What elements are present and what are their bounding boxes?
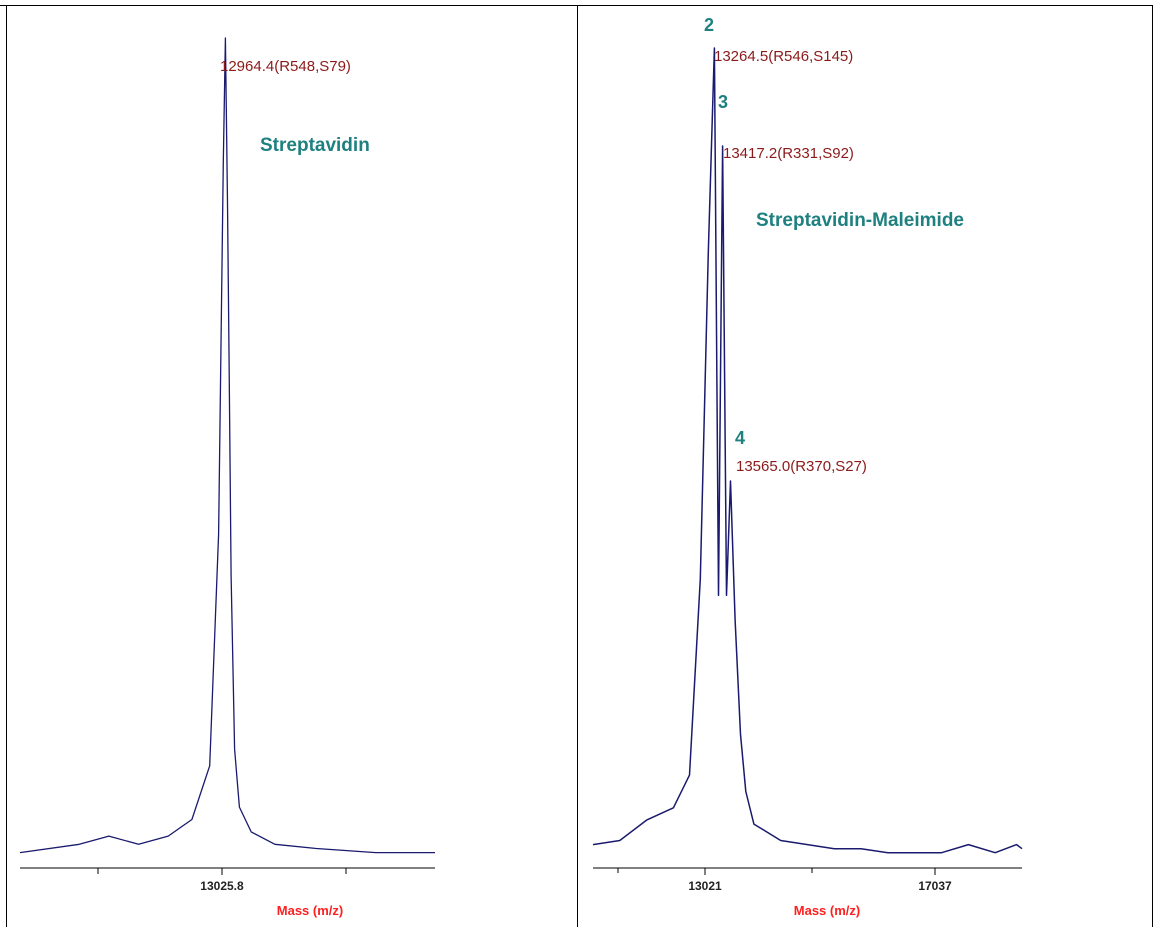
x-tick-label: 17037	[918, 879, 952, 893]
peak-number: 4	[735, 428, 745, 448]
spectrum-trace	[592, 47, 1023, 854]
spectrum-chart-streptavidin: 13025.8 Mass (m/z) 12964.4(R548,S79) Str…	[19, 37, 435, 918]
x-axis-title: Mass (m/z)	[794, 903, 860, 918]
spectrum-trace	[19, 37, 435, 854]
peak-annotation: 13264.5(R546,S145)	[714, 48, 853, 65]
table-border-left	[6, 5, 7, 927]
spectrum-chart-streptavidin-maleimide: 13021 17037 Mass (m/z) 2 13264.5(R546,S1…	[592, 15, 1023, 918]
sample-label: Streptavidin	[260, 135, 370, 156]
peak-number: 2	[704, 15, 714, 35]
spectrum-panel-streptavidin-maleimide: 13021 17037 Mass (m/z) 2 13264.5(R546,S1…	[578, 0, 1152, 927]
table-border-top	[0, 5, 1153, 6]
peak-number: 3	[718, 92, 728, 112]
table-divider	[577, 5, 578, 927]
x-tick-label: 13021	[688, 879, 722, 893]
sample-label: Streptavidin-Maleimide	[756, 210, 964, 231]
peak-annotation: 12964.4(R548,S79)	[220, 58, 351, 75]
x-axis-title: Mass (m/z)	[277, 903, 343, 918]
spectrum-panel-streptavidin: 13025.8 Mass (m/z) 12964.4(R548,S79) Str…	[19, 37, 435, 918]
peak-annotation: 13565.0(R370,S27)	[736, 458, 867, 475]
peak-annotation: 13417.2(R331,S92)	[723, 145, 854, 162]
x-tick-label: 13025.8	[200, 879, 244, 893]
